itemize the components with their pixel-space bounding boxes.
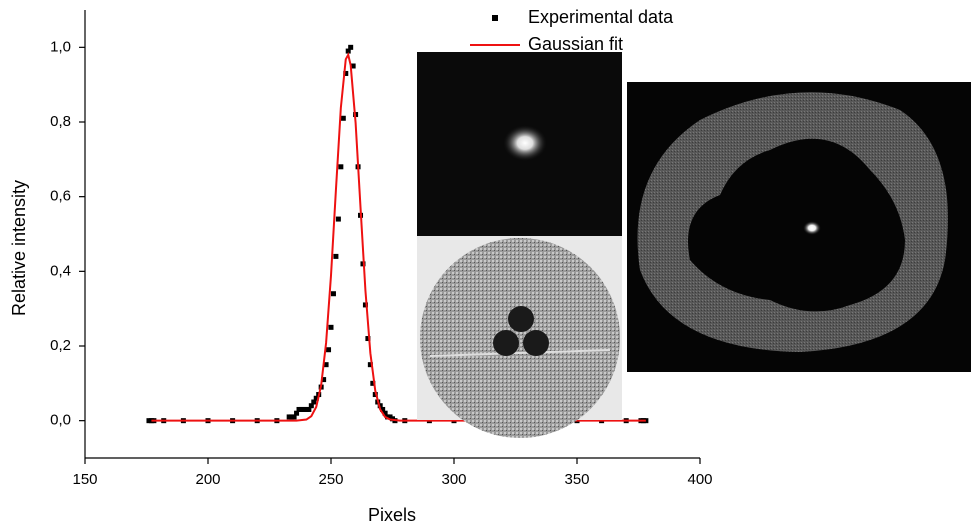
data-point [323, 362, 329, 368]
fiber-hole [508, 306, 534, 332]
x-tick-label: 400 [687, 471, 712, 488]
y-tick-label: 0,0 [50, 412, 71, 429]
data-point [313, 395, 319, 401]
data-point [382, 410, 388, 416]
data-point [291, 414, 297, 420]
y-axis-title: Relative intensity [9, 180, 29, 316]
x-tick-label: 250 [318, 471, 343, 488]
x-axis-title: Pixels [368, 505, 416, 525]
y-tick-label: 0,6 [50, 188, 71, 205]
data-point [380, 406, 386, 412]
fiber-hole [523, 330, 549, 356]
fit-line [151, 52, 646, 422]
data-point [350, 63, 356, 69]
data-point [365, 336, 371, 342]
legend-label: Experimental data [528, 7, 674, 27]
data-point [326, 347, 332, 353]
plot-area: 0,0 0,2 0,4 0,6 0,8 1,0 150 200 250 300 350 400 [50, 10, 713, 488]
data-point [370, 380, 376, 386]
y-tick-label: 1,0 [50, 38, 71, 55]
fiber-crack [429, 349, 611, 357]
data-point [343, 70, 349, 76]
mode-ring [637, 92, 948, 352]
data-point [308, 403, 314, 409]
fiber-cladding [420, 238, 620, 438]
x-tick-label: 300 [441, 471, 466, 488]
mode-spot [803, 221, 821, 235]
data-point [340, 115, 346, 121]
data-point [306, 406, 312, 412]
data-point [330, 291, 336, 297]
data-point [333, 253, 339, 259]
inset-spot [503, 125, 547, 161]
legend-label: Gaussian fit [528, 34, 623, 54]
data-point [338, 164, 344, 170]
legend: Experimental data Gaussian fit [470, 7, 674, 54]
data-point [348, 44, 354, 50]
data-point [311, 399, 317, 405]
data-point [335, 216, 341, 222]
y-tick-label: 0,4 [50, 262, 71, 279]
data-point [294, 410, 300, 416]
x-tick-label: 350 [564, 471, 589, 488]
data-point [362, 302, 368, 308]
legend-swatch [492, 15, 498, 21]
data-point [328, 324, 334, 330]
y-tick-label: 0,2 [50, 337, 71, 354]
x-tick-label: 150 [72, 471, 97, 488]
data-point [367, 362, 373, 368]
data-point [321, 377, 327, 383]
inset-images [417, 52, 971, 438]
fiber-hole [493, 330, 519, 356]
data-point [345, 48, 351, 54]
y-tick-label: 0,8 [50, 113, 71, 130]
x-tick-label: 200 [195, 471, 220, 488]
